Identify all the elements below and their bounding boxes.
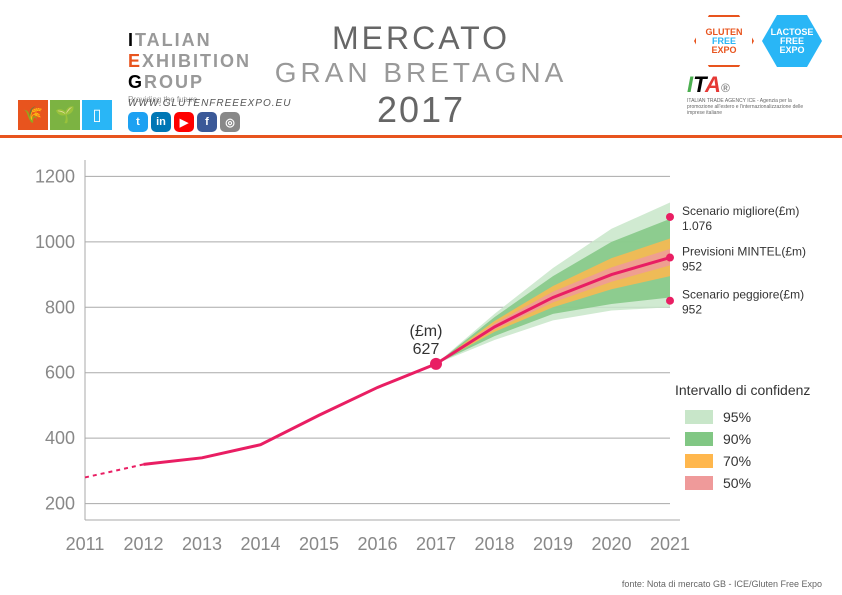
svg-text:2020: 2020 [591,534,631,554]
youtube-icon[interactable]: ▶ [174,112,194,132]
svg-text:952: 952 [682,260,702,274]
instagram-icon[interactable]: ◎ [220,112,240,132]
separator [0,135,842,138]
svg-text:1000: 1000 [35,232,75,252]
svg-text:627: 627 [413,341,440,358]
svg-text:1200: 1200 [35,166,75,186]
svg-text:952: 952 [682,303,702,317]
market-chart: 200 400 600 800 1000 1200 2011 2012 2013 2014 2015… [30,150,810,570]
twitter-icon[interactable]: t [128,112,148,132]
bottle-icon: ▯ [82,100,112,130]
svg-text:2012: 2012 [123,534,163,554]
svg-text:2011: 2011 [66,534,105,554]
gluten-free-logo: GLUTENFREEEXPO [694,15,754,67]
svg-text:2013: 2013 [182,534,222,554]
svg-text:2014: 2014 [240,534,280,554]
svg-text:2017: 2017 [416,534,456,554]
svg-text:2016: 2016 [357,534,397,554]
linkedin-icon[interactable]: in [151,112,171,132]
svg-text:2015: 2015 [299,534,339,554]
svg-text:200: 200 [45,494,75,514]
svg-text:800: 800 [45,297,75,317]
ita-logo: ITA® ITALIAN TRADE AGENCY ICE - Agenzia … [687,72,817,116]
svg-text:2018: 2018 [474,534,514,554]
svg-text:1.076: 1.076 [682,219,712,233]
ieg-logo: ITALIAN EXHIBITION GROUP Providing the f… [128,30,251,104]
svg-text:70%: 70% [723,453,751,469]
svg-text:2021: 2021 [650,534,690,554]
svg-text:(£m): (£m) [410,323,443,340]
svg-text:2019: 2019 [533,534,573,554]
svg-text:Intervallo di confidenza: Intervallo di confidenza [675,382,810,398]
facebook-icon[interactable]: f [197,112,217,132]
svg-text:400: 400 [45,428,75,448]
svg-text:90%: 90% [723,431,751,447]
lactose-free-logo: LACTOSEFREEEXPO [762,15,822,67]
page-title: MERCATO GRAN BRETAGNA 2017 [275,20,568,131]
svg-text:600: 600 [45,363,75,383]
category-icons: 🌾 🌱 ▯ [18,100,112,130]
svg-text:Scenario migliore(£m): Scenario migliore(£m) [682,204,799,218]
svg-text:Scenario peggiore(£m): Scenario peggiore(£m) [682,288,804,302]
source-note: fonte: Nota di mercato GB - ICE/Gluten F… [622,579,822,589]
leaf-icon: 🌱 [50,100,80,130]
svg-text:Previsioni MINTEL(£m): Previsioni MINTEL(£m) [682,245,806,259]
wheat-icon: 🌾 [18,100,48,130]
social-icons: t in ▶ f ◎ [128,112,240,132]
svg-text:50%: 50% [723,475,751,491]
website-url: WWW.GLUTENFREEEXPO.EU [128,98,291,109]
svg-text:95%: 95% [723,409,751,425]
